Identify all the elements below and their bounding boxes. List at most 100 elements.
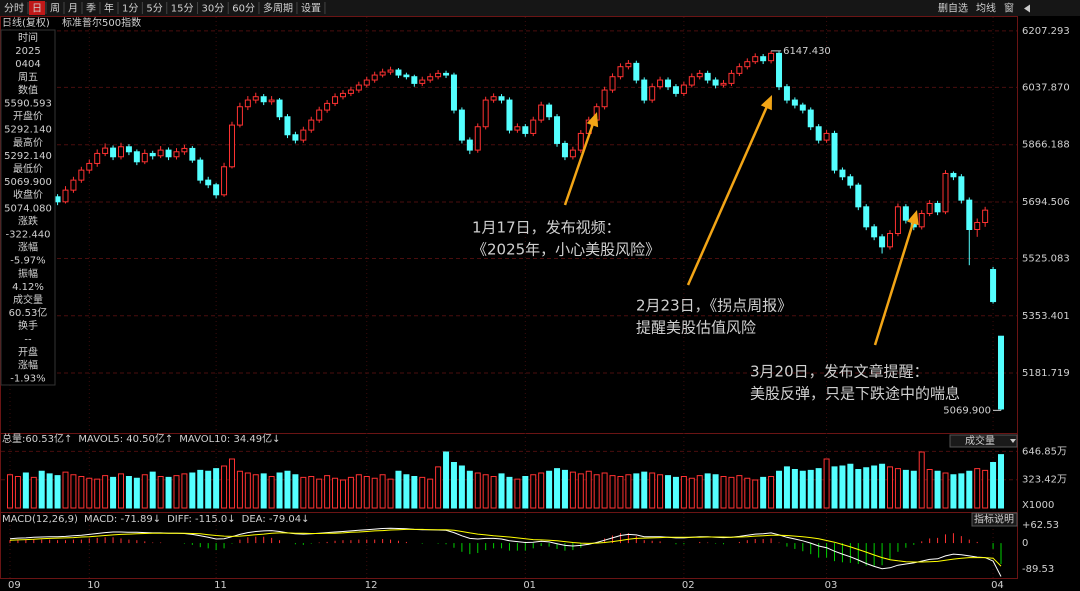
candle-body (450, 74, 457, 111)
candle-body (958, 176, 965, 201)
y-tick-label: 6207.293 (1022, 26, 1070, 37)
volume-bar (213, 468, 220, 509)
candle-body (522, 126, 529, 134)
candle-body (768, 52, 775, 62)
candle-body (355, 84, 362, 91)
candle-body (62, 189, 69, 203)
toolbar-tab[interactable]: 周 (50, 3, 60, 15)
candle-body (205, 179, 212, 186)
candle-body (157, 149, 164, 157)
volume-bar (268, 476, 275, 509)
toolbar-tab[interactable]: 月 (68, 3, 78, 15)
toolbar-tab[interactable]: 5分 (146, 3, 162, 15)
annotation-arrowhead (760, 95, 772, 111)
candle-body (173, 151, 180, 158)
candle-body (902, 206, 909, 221)
indicator-selector[interactable]: 成交量 (965, 434, 995, 447)
x-tick-label: 04 (991, 580, 1004, 591)
candle-body (546, 104, 553, 118)
volume-bar (918, 451, 925, 509)
annotation-arrowhead (586, 112, 599, 128)
info-label: 0404 (15, 59, 40, 70)
volume-bar (46, 473, 53, 509)
candle-body (831, 132, 838, 171)
candle-body (942, 172, 949, 213)
volume-bar (14, 476, 21, 509)
toolbar-tab-bg (29, 1, 45, 15)
toolbar-tab[interactable]: 30分 (201, 3, 224, 15)
indicator-note[interactable]: 指标说明 (974, 513, 1014, 526)
candle-body (633, 62, 640, 81)
indicator-box[interactable] (949, 434, 1018, 448)
volume-bar (427, 478, 434, 509)
volume-bar (252, 474, 259, 509)
candle-body (712, 79, 719, 86)
candle-body (213, 184, 220, 196)
volume-bar (30, 476, 37, 509)
info-label: 涨幅 (18, 241, 38, 254)
candle-body (950, 172, 957, 178)
x-tick-label: 10 (87, 580, 100, 591)
candle-body (839, 169, 846, 178)
y-tick-label: 5353.401 (1022, 311, 1070, 322)
candle-body (260, 96, 267, 103)
candle-body (657, 79, 664, 88)
volume-bar (530, 474, 537, 509)
volume-bar (760, 476, 767, 509)
volume-bar (934, 470, 941, 509)
toolbar-tab[interactable]: 年 (104, 2, 114, 15)
toolbar-button[interactable]: 删自选 (938, 2, 968, 15)
volume-bar (982, 469, 989, 509)
x-tick-label: 02 (682, 580, 695, 591)
candle-body (197, 159, 204, 181)
y-tick-label: 5694.506 (1022, 197, 1070, 208)
info-label: 最低价 (13, 162, 43, 175)
toolbar-tab[interactable]: 1分 (122, 3, 138, 15)
candle-body (78, 169, 85, 181)
volume-bar (292, 474, 299, 509)
volume-bar (355, 474, 362, 509)
legend-item: DEA: -79.04↓ (242, 514, 310, 525)
note-box[interactable] (971, 512, 1018, 527)
volume-bar (665, 475, 672, 509)
toolbar-tab[interactable]: 分时 (4, 3, 24, 15)
instrument-name: 标准普尔500指数 (62, 16, 141, 29)
info-value: 60.53亿 (9, 306, 48, 319)
volume-bar (601, 472, 608, 509)
candle-body (221, 166, 228, 196)
info-value: -1.93% (10, 374, 45, 385)
info-label: 开盘价 (13, 110, 43, 123)
candle-body (276, 99, 283, 118)
volume-bar (696, 475, 703, 509)
toolbar-tab[interactable]: 多周期 (263, 2, 293, 15)
period-label: 日线(复权) (2, 16, 50, 29)
y-tick-label: 0 (1022, 538, 1028, 549)
volume-bar (260, 473, 267, 509)
candle-body (776, 52, 783, 88)
toolbar-button[interactable]: 均线 (976, 2, 996, 15)
volume-bar (879, 463, 886, 509)
info-label: 2025 (15, 46, 40, 57)
candle-body (149, 152, 156, 157)
volume-bar (244, 472, 251, 509)
toolbar-tab[interactable]: 日 (32, 4, 42, 15)
volume-bar (657, 474, 664, 509)
toolbar-tab[interactable]: 60分 (232, 3, 255, 15)
candle-body (339, 92, 346, 98)
annotation-text: 《2025年，小心美股风险》 (472, 241, 660, 259)
volume-bar (490, 476, 497, 509)
toolbar-tab[interactable]: 15分 (171, 3, 194, 15)
volume-bar (173, 475, 180, 509)
volume-bar (149, 471, 156, 509)
volume-bar (514, 478, 521, 509)
toolbar-tab[interactable]: 设置 (301, 3, 321, 15)
volume-bar (300, 476, 307, 509)
candle-body (435, 72, 442, 78)
candle-body (324, 102, 331, 111)
info-value: -322.440 (6, 230, 51, 241)
candle-body (887, 233, 894, 248)
toolbar-tab[interactable]: 季 (86, 3, 96, 15)
toolbar-arrow[interactable] (1024, 4, 1030, 13)
toolbar-button[interactable]: 窗 (1004, 2, 1014, 15)
y-tick-label: 323.42万 (1022, 475, 1067, 486)
